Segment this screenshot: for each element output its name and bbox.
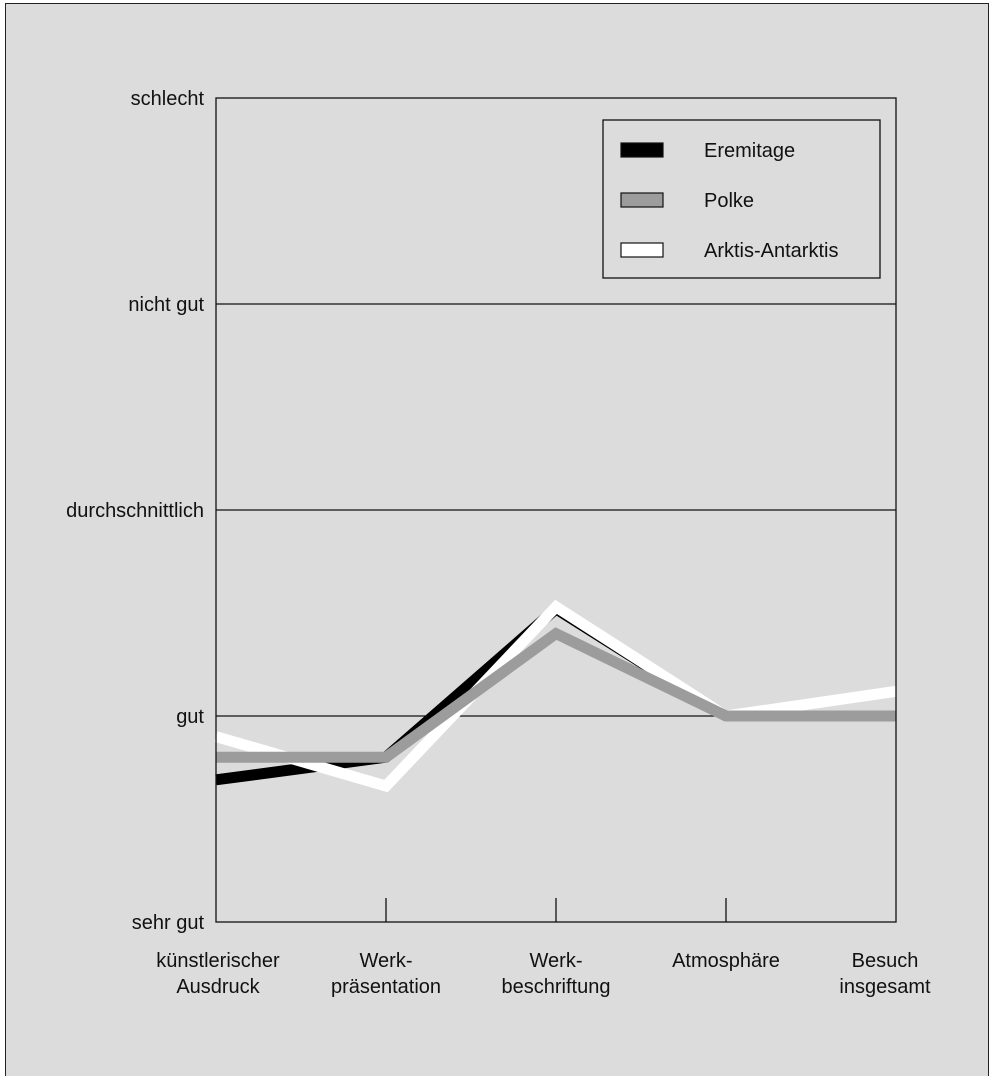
y-tick-label: gut	[176, 706, 204, 728]
x-tick-label: Werk-beschriftung	[502, 950, 611, 998]
legend-swatch	[620, 142, 664, 158]
x-tick-label: Besuch insgesamt	[839, 950, 931, 998]
y-tick-label: durchschnittlich	[66, 500, 204, 522]
legend: Eremitage Polke Arktis-Antarktis	[602, 119, 881, 279]
x-tick-label: künstlerischer Ausdruck	[156, 950, 280, 998]
legend-label: Arktis-Antarktis	[704, 240, 838, 262]
legend-swatch	[620, 242, 664, 258]
legend-swatch	[620, 192, 664, 208]
x-tick-label: Atmosphäre	[672, 950, 780, 972]
series-line-polke	[216, 627, 896, 763]
legend-label: Eremitage	[704, 140, 795, 162]
y-tick-label: nicht gut	[128, 294, 204, 316]
grid-layer	[216, 303, 896, 717]
series-layer	[214, 599, 897, 793]
legend-label: Polke	[704, 190, 754, 212]
axis-layer: sehr gut gut durchschnittlich nicht gut schl…	[66, 88, 931, 998]
x-tick-label: Werk-präsentation	[331, 950, 441, 998]
series-line-arktis-antarktis	[214, 599, 897, 793]
y-tick-label: schlecht	[131, 88, 205, 110]
y-tick-label: sehr gut	[132, 912, 205, 934]
